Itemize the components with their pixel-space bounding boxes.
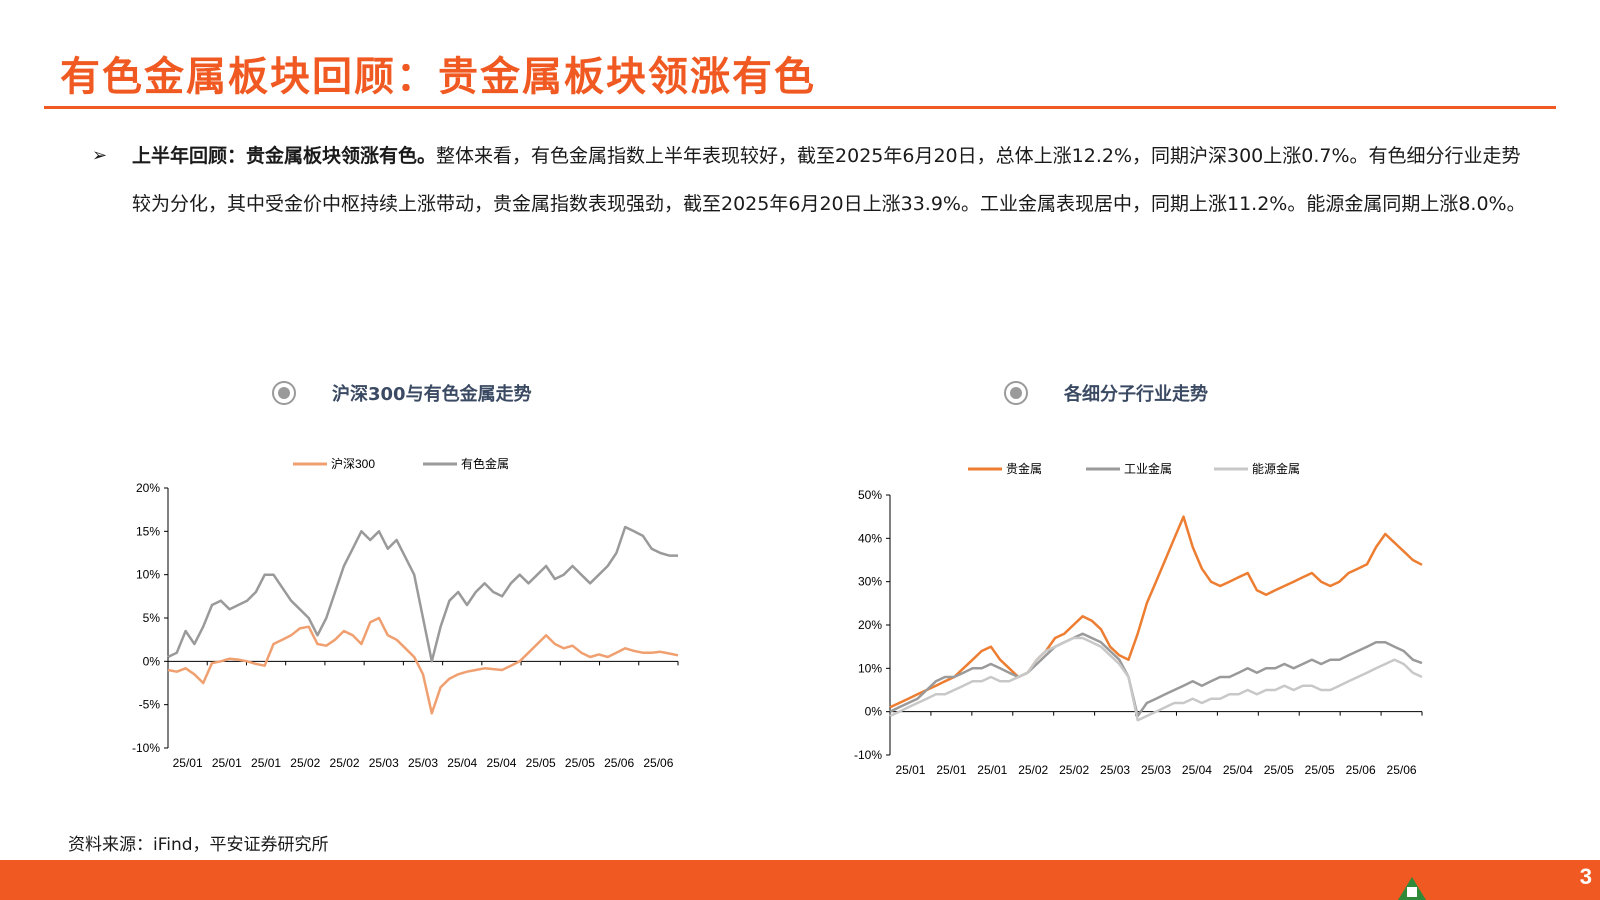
x-tick-label: 25/04 [486, 756, 516, 770]
target-bullet-icon [272, 381, 296, 405]
series-line-0 [167, 616, 679, 715]
x-tick-label: 25/05 [526, 756, 556, 770]
x-tick-label: 25/03 [1141, 763, 1171, 777]
y-tick-label: -5% [139, 698, 161, 712]
series-line-2 [889, 636, 1423, 722]
target-bullet-icon [1004, 381, 1028, 405]
page-title: 有色金属板块回顾：贵金属板块领涨有色 [60, 54, 816, 100]
y-tick-label: 20% [136, 481, 160, 495]
footer-bar [0, 860, 1600, 900]
legend-label: 工业金属 [1124, 461, 1172, 476]
legend-label: 沪深300 [331, 457, 375, 471]
title-divider [44, 106, 1556, 109]
arrow-bullet-icon: ➢ [92, 145, 108, 166]
x-tick-label: 25/01 [895, 763, 925, 777]
y-tick-label: 0% [865, 705, 883, 719]
x-tick-label: 25/04 [1182, 763, 1212, 777]
x-tick-label: 25/05 [1305, 763, 1335, 777]
chart-subindustry: -10% 0% 10% 20% 30% 40% 50% 25/01 25/01 25/01 25/0… [854, 461, 1423, 777]
y-tick-label: 50% [858, 488, 882, 502]
x-tick-label: 25/05 [1264, 763, 1294, 777]
x-tick-label: 25/03 [408, 756, 438, 770]
x-tick-label: 25/01 [251, 756, 281, 770]
x-tick-label: 25/04 [1223, 763, 1253, 777]
y-tick-label: -10% [854, 748, 882, 762]
x-tick-label: 25/06 [1346, 763, 1376, 777]
y-tick-label: 40% [858, 531, 882, 545]
x-tick-label: 25/02 [290, 756, 320, 770]
summary-heading: 上半年回顾：贵金属板块领涨有色。 [132, 145, 437, 167]
logo-mark [1407, 887, 1417, 897]
x-tick-label: 25/05 [565, 756, 595, 770]
source-note: 资料来源：iFind，平安证券研究所 [68, 835, 329, 855]
x-tick-label: 25/02 [1059, 763, 1089, 777]
x-tick-label: 25/01 [936, 763, 966, 777]
chart-hs300-nonferrous: -10% -5% 0% 5% 10% 15% 20% 25/01 25/01 25/01 25/02… [132, 456, 679, 770]
x-tick-label: 25/06 [643, 756, 673, 770]
legend-label: 贵金属 [1006, 461, 1042, 476]
x-tick-label: 25/06 [1387, 763, 1417, 777]
chart-1-header: 沪深300与有色金属走势 [272, 380, 532, 406]
x-tick-label: 25/01 [977, 763, 1007, 777]
x-tick-label: 25/04 [447, 756, 477, 770]
y-tick-label: 15% [136, 524, 160, 538]
y-tick-label: -10% [132, 741, 160, 755]
x-tick-label: 25/03 [369, 756, 399, 770]
legend-label: 有色金属 [461, 456, 509, 471]
x-tick-label: 25/01 [173, 756, 203, 770]
x-tick-label: 25/02 [1018, 763, 1048, 777]
chart-2-title: 各细分子行业走势 [1064, 384, 1208, 405]
summary-bullet: ➢ 上半年回顾：贵金属板块领涨有色。整体来看，有色金属指数上半年表现较好，截至2… [92, 132, 1536, 228]
series-line-1 [889, 632, 1423, 718]
y-tick-label: 20% [858, 618, 882, 632]
y-tick-label: 10% [136, 568, 160, 582]
y-tick-label: 0% [143, 654, 161, 668]
chart-2-header: 各细分子行业走势 [1004, 380, 1208, 406]
chart-1-title: 沪深300与有色金属走势 [332, 384, 532, 405]
series-line-0 [889, 515, 1423, 709]
legend-label: 能源金属 [1252, 461, 1300, 476]
y-tick-label: 10% [858, 661, 882, 675]
summary-body: 整体来看，有色金属指数上半年表现较好，截至2025年6月20日，总体上涨12.2… [132, 145, 1526, 215]
x-tick-label: 25/02 [330, 756, 360, 770]
x-tick-label: 25/03 [1100, 763, 1130, 777]
summary-text: 上半年回顾：贵金属板块领涨有色。整体来看，有色金属指数上半年表现较好，截至202… [132, 132, 1536, 228]
x-tick-label: 25/01 [212, 756, 242, 770]
series-line-1 [167, 525, 678, 663]
page-number: 3 [1579, 864, 1592, 889]
y-tick-label: 30% [858, 575, 882, 589]
x-tick-label: 25/06 [604, 756, 634, 770]
y-tick-label: 5% [143, 611, 161, 625]
